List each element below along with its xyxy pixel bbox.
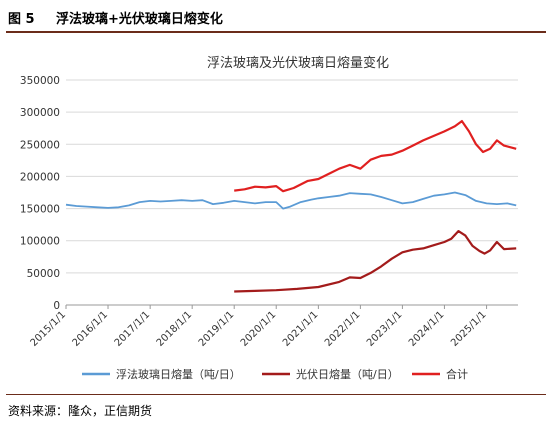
figure-title: 浮法玻璃+光伏玻璃日熔变化 [56, 12, 223, 27]
y-tick-label: 200000 [20, 171, 60, 183]
y-tick-label: 50000 [27, 268, 60, 280]
x-tick-label: 2023/1/1 [365, 309, 405, 349]
y-tick-label: 250000 [20, 139, 60, 151]
series-lines [65, 120, 517, 293]
series-line-1 [65, 191, 517, 210]
grid-lines [66, 79, 518, 274]
y-tick-label: 300000 [20, 107, 60, 119]
y-tick-label: 150000 [20, 204, 60, 216]
x-tick-label: 2015/1/1 [29, 309, 69, 349]
y-tick-label: 350000 [20, 75, 60, 87]
chart-title: 浮法玻璃及光伏玻璃日熔量变化 [207, 55, 389, 71]
series-line-2 [234, 230, 517, 293]
legend-label: 浮法玻璃日熔量（吨/日） [116, 367, 241, 381]
series-line-3 [234, 120, 517, 193]
legend-label: 光伏日熔量（吨/日） [296, 367, 399, 381]
x-tick-label: 2017/1/1 [113, 309, 153, 349]
legend: 浮法玻璃日熔量（吨/日） 光伏日熔量（吨/日） 合计 [82, 367, 468, 381]
y-axis: 0 50000 100000 150000 200000 250000 300000 3500… [20, 75, 60, 312]
y-tick-label: 100000 [20, 236, 60, 248]
x-tick-label: 2019/1/1 [197, 309, 237, 349]
x-axis: 2015/1/1 2016/1/1 2017/1/1 2018/1/1 2019/1/1… [29, 304, 518, 349]
footer-rule [6, 394, 546, 395]
figure-number: 图 5 [8, 12, 35, 27]
y-tick-label: 0 [53, 300, 60, 312]
legend-label: 合计 [446, 367, 468, 381]
x-tick-label: 2025/1/1 [449, 309, 489, 349]
line-chart: 浮法玻璃及光伏玻璃日熔量变化 0 50000 100000 150000 200000 2… [20, 55, 518, 381]
figure-header: 图 5 浮法玻璃+光伏玻璃日熔变化 [0, 0, 550, 34]
x-tick-label: 2024/1/1 [407, 309, 447, 349]
source-note: 资料来源：隆众，正信期货 [8, 404, 153, 418]
x-tick-label: 2021/1/1 [281, 309, 321, 349]
x-tick-label: 2020/1/1 [239, 309, 279, 349]
x-tick-label: 2018/1/1 [155, 309, 195, 349]
x-tick-label: 2022/1/1 [323, 309, 363, 349]
header-rule [6, 31, 546, 33]
x-tick-label: 2016/1/1 [71, 309, 111, 349]
